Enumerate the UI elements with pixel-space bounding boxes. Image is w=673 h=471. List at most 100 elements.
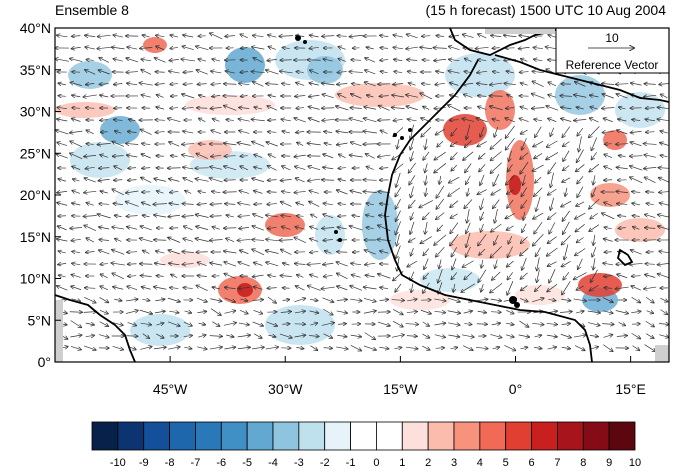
wind-vector xyxy=(224,262,237,267)
wind-vector xyxy=(99,168,110,169)
wind-vector xyxy=(282,299,290,300)
wind-vector xyxy=(450,141,458,147)
wind-vector xyxy=(603,239,613,242)
wind-vector xyxy=(519,320,528,327)
forecast-time-title: (15 h forecast) 1500 UTC 10 Aug 2004 xyxy=(425,2,666,18)
wind-vector xyxy=(140,226,152,231)
wind-vector xyxy=(237,239,251,240)
wind-vector xyxy=(196,226,209,230)
wind-vector xyxy=(71,286,82,291)
wind-vector xyxy=(477,189,487,195)
colorbar-label: -10 xyxy=(110,457,126,469)
wind-vector xyxy=(550,172,554,188)
wind-vector xyxy=(547,347,557,349)
wind-vector xyxy=(253,287,263,290)
wind-vector xyxy=(490,299,502,301)
wind-vector xyxy=(71,275,81,278)
wind-vector xyxy=(490,334,501,337)
wind-vector xyxy=(366,47,374,49)
wind-vector xyxy=(395,210,401,222)
wind-vector xyxy=(310,299,318,300)
wind-vector xyxy=(240,156,248,157)
wind-vector xyxy=(462,260,474,268)
wind-vector xyxy=(630,131,642,133)
wind-vector xyxy=(436,71,445,73)
wind-vector xyxy=(645,108,655,109)
wind-vector xyxy=(322,228,335,229)
wind-vector xyxy=(72,191,81,194)
wind-vector xyxy=(589,335,598,336)
wind-vector xyxy=(490,151,502,161)
wind-vector xyxy=(448,335,459,337)
wind-vector xyxy=(83,95,97,97)
wind-vector xyxy=(534,59,543,61)
wind-vector xyxy=(493,72,500,73)
wind-vector xyxy=(658,168,669,169)
wind-vector xyxy=(338,94,347,99)
wind-vector xyxy=(197,276,207,277)
wind-vector xyxy=(352,215,361,216)
wind-vector xyxy=(57,35,68,37)
wind-vector xyxy=(476,118,488,123)
wind-vector xyxy=(537,257,540,270)
wind-vector xyxy=(365,154,375,159)
wind-vector xyxy=(350,286,363,291)
wind-vector xyxy=(100,155,109,158)
wind-vector xyxy=(309,35,319,37)
wind-vector xyxy=(339,154,346,158)
wind-vector xyxy=(211,130,222,134)
wind-vector xyxy=(396,233,400,246)
wind-vector xyxy=(142,35,150,37)
wind-vector xyxy=(411,248,414,256)
wind-vector xyxy=(322,36,335,37)
wind-vector xyxy=(563,165,570,170)
wind-vector xyxy=(587,311,600,313)
wind-vector xyxy=(548,188,557,195)
wind-vector xyxy=(350,344,362,350)
wind-vector xyxy=(589,126,600,137)
wind-vector xyxy=(140,48,153,49)
wind-vector xyxy=(450,200,459,208)
wind-vector xyxy=(436,198,445,209)
wind-vector xyxy=(394,59,403,60)
wind-vector xyxy=(392,320,403,327)
wind-vector xyxy=(397,257,399,271)
wind-vector xyxy=(521,236,528,244)
wind-vector xyxy=(534,221,543,234)
wind-vector xyxy=(615,287,629,289)
wind-vector xyxy=(297,275,304,278)
wind-vector xyxy=(169,203,179,204)
wind-vector xyxy=(410,124,414,140)
wind-vector xyxy=(281,215,292,216)
wind-vector xyxy=(70,58,83,62)
wind-vector xyxy=(534,335,541,337)
wind-vector xyxy=(125,310,138,314)
wind-vector xyxy=(142,202,151,206)
wind-vector xyxy=(505,125,515,138)
wind-vector xyxy=(195,179,209,182)
wind-vector xyxy=(395,221,401,234)
wind-vector xyxy=(156,95,164,98)
wind-vector xyxy=(560,96,572,97)
wind-vector xyxy=(156,333,164,338)
wind-vector xyxy=(363,287,377,289)
wind-vector xyxy=(380,287,389,288)
wind-vector xyxy=(365,275,375,277)
wind-vector xyxy=(350,191,362,194)
wind-vector xyxy=(476,299,488,301)
wind-vector xyxy=(575,248,586,255)
wind-vector xyxy=(209,347,222,349)
wind-vector xyxy=(212,191,221,192)
wind-vector xyxy=(336,131,349,133)
wind-vector xyxy=(196,297,207,302)
wind-vector xyxy=(310,227,319,230)
wind-vector xyxy=(155,263,166,265)
wind-vector xyxy=(310,345,317,351)
wind-vector xyxy=(183,167,194,169)
wind-vector xyxy=(491,223,502,232)
lon-tick-label: 45°W xyxy=(153,381,188,397)
wind-vector xyxy=(588,322,600,326)
wind-vector xyxy=(435,83,446,85)
wind-vector xyxy=(224,228,237,229)
wind-vector xyxy=(141,154,151,159)
